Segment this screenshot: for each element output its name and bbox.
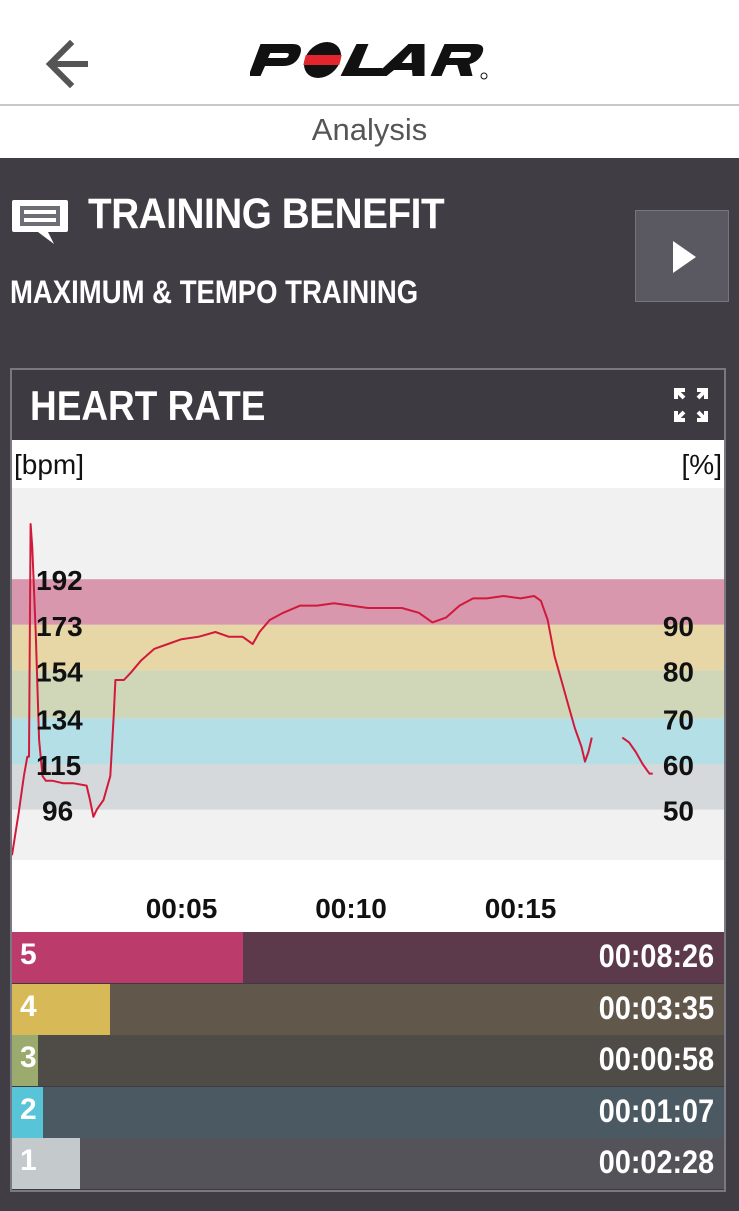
polar-logo — [248, 38, 490, 82]
page-header: Analysis — [0, 106, 739, 158]
zone-number: 2 — [20, 1092, 37, 1126]
back-button[interactable] — [30, 30, 94, 94]
training-benefit-subtitle: MAXIMUM & TEMPO TRAINING — [10, 274, 419, 310]
y-tick-left: 115 — [36, 750, 81, 781]
y-axis-right-label: [%] — [682, 449, 722, 480]
heart-rate-line-segment — [621, 736, 653, 775]
zone-row-2: 2 00:01:07 — [12, 1086, 724, 1138]
heart-rate-card: HEART RATE 192 173 154 134 115 96 90 80 70 60 50 … — [10, 368, 726, 1192]
zone-band-3 — [12, 670, 724, 719]
zone-bar-1 — [12, 1138, 80, 1190]
heart-rate-line-segment — [12, 523, 593, 856]
zone-band-1 — [12, 764, 724, 810]
heart-rate-chart-svg: 192 173 154 134 115 96 90 80 70 60 50 00:05 00:10 0… — [12, 449, 724, 924]
zone-band-5 — [12, 579, 724, 625]
heart-rate-chart: 192 173 154 134 115 96 90 80 70 60 50 00:05 00:10 0… — [12, 440, 724, 932]
zone-bar-4 — [12, 983, 110, 1035]
zone-bar-3 — [12, 1035, 39, 1087]
y-tick-right: 50 — [663, 796, 694, 827]
message-icon — [12, 200, 68, 244]
y-tick-right: 90 — [663, 611, 694, 642]
zone-row-5: 5 00:08:26 — [12, 932, 724, 983]
zone-time: 00:02:28 — [598, 1144, 714, 1181]
y-tick-right: 60 — [663, 750, 694, 781]
training-benefit-title: TRAINING BENEFIT — [88, 190, 445, 238]
y-tick-left: 192 — [36, 565, 83, 596]
zone-bar-2 — [12, 1086, 43, 1138]
expand-icon — [674, 388, 708, 422]
top-bar — [0, 0, 739, 106]
training-benefit-next-button[interactable] — [635, 210, 729, 302]
y-tick-right: 80 — [663, 656, 694, 687]
arrow-left-icon — [45, 39, 88, 89]
x-tick: 00:10 — [315, 893, 387, 924]
y-tick-left: 96 — [42, 796, 73, 827]
y-axis-left-label: [bpm] — [14, 449, 84, 480]
zone-time: 00:00:58 — [598, 1041, 714, 1078]
zone-time: 00:08:26 — [598, 938, 714, 974]
zone-row-3: 3 00:00:58 — [12, 1035, 724, 1087]
zone-band-4 — [12, 624, 724, 671]
page-title: Analysis — [311, 112, 428, 147]
zone-number: 4 — [20, 989, 37, 1023]
zone-time: 00:03:35 — [598, 989, 714, 1026]
y-tick-left: 173 — [36, 611, 83, 642]
expand-chart-button[interactable] — [672, 386, 710, 424]
zone-number: 5 — [20, 938, 37, 971]
zone-band-2 — [12, 718, 724, 764]
zone-bar-5 — [12, 932, 244, 983]
x-tick: 00:15 — [485, 893, 557, 924]
heart-rate-header: HEART RATE — [12, 370, 724, 440]
heart-rate-title: HEART RATE — [30, 382, 266, 429]
zone-number: 3 — [20, 1041, 37, 1075]
zone-row-4: 4 00:03:35 — [12, 983, 724, 1035]
play-icon — [673, 241, 696, 273]
y-tick-left: 134 — [36, 704, 83, 735]
y-tick-left: 154 — [36, 656, 83, 687]
y-tick-right: 70 — [663, 704, 694, 735]
x-tick: 00:05 — [146, 893, 218, 924]
zone-row-1: 1 00:02:28 — [12, 1138, 724, 1190]
zone-time: 00:01:07 — [598, 1092, 714, 1129]
heart-rate-zones: 5 00:08:26 4 00:03:35 3 00:00:58 2 00:01:07 1 00:… — [12, 932, 724, 1190]
zone-number: 1 — [20, 1144, 37, 1178]
